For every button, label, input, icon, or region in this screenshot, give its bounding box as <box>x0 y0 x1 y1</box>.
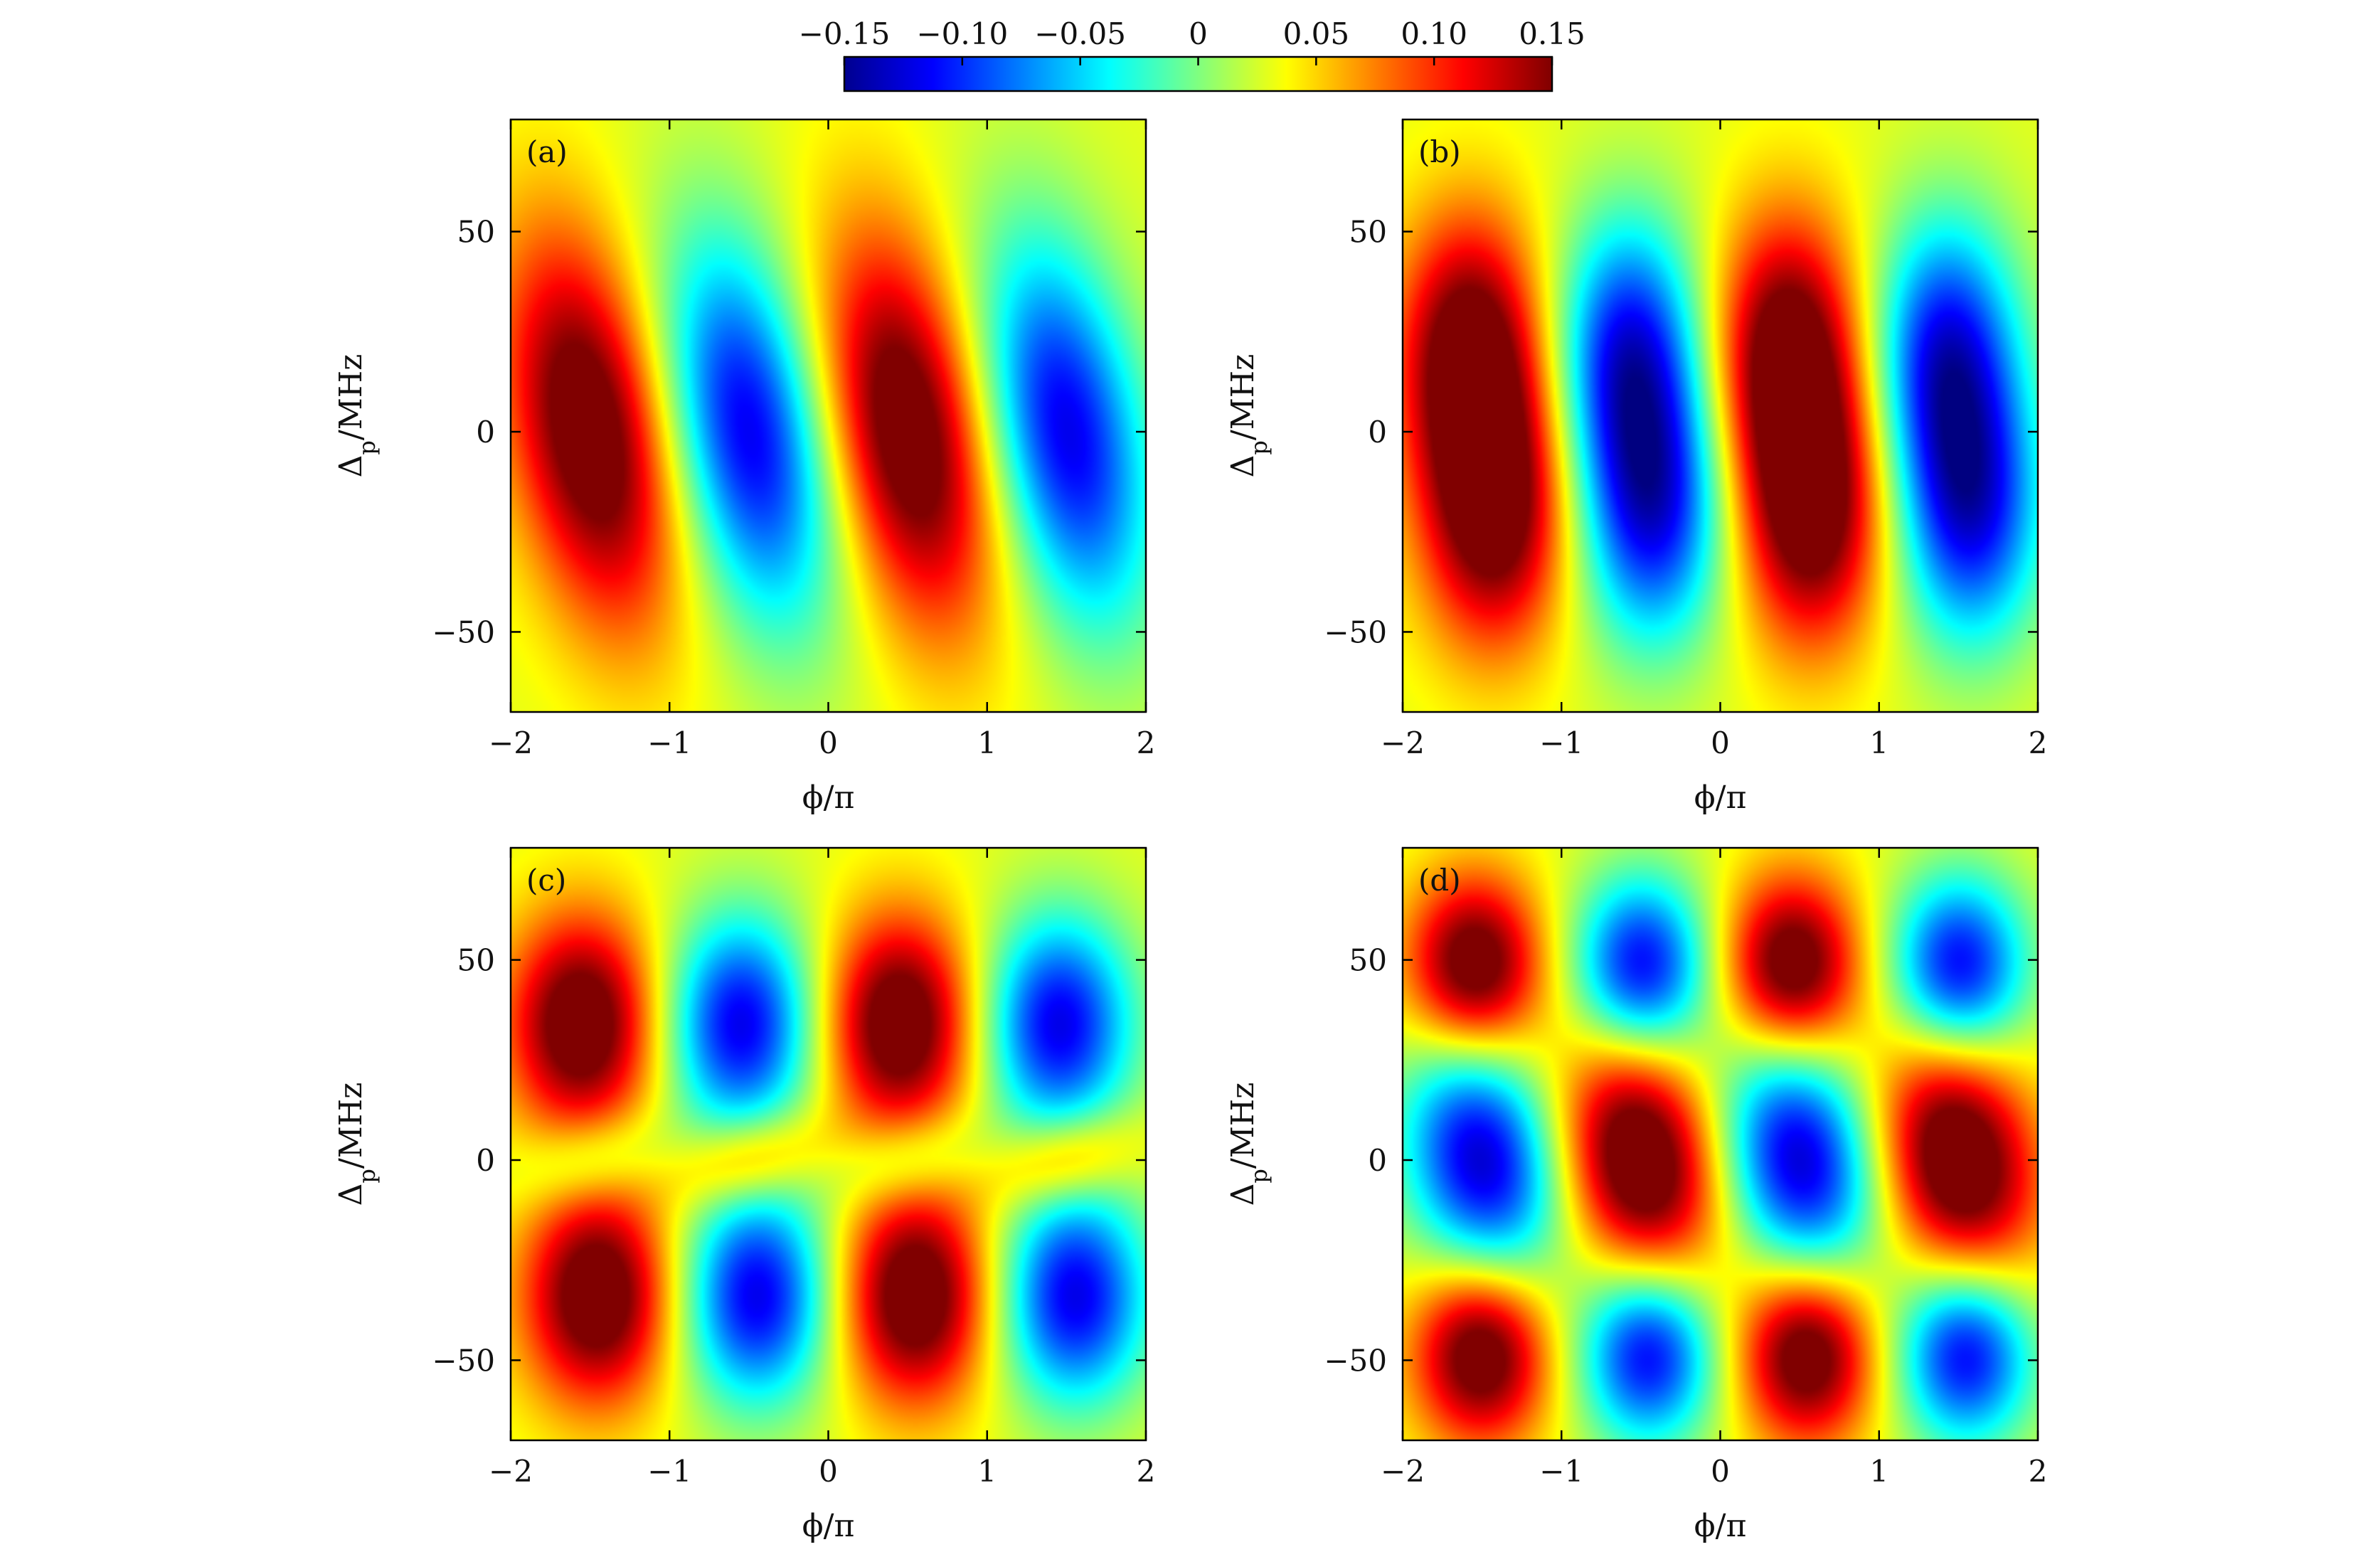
y-tick-label: 50 <box>1349 943 1387 978</box>
x-tick-label: −2 <box>1381 725 1425 760</box>
y-axis-label-unit: /MHz <box>1225 1083 1261 1169</box>
y-tick-label: −50 <box>1324 1343 1387 1378</box>
y-tick-label: 0 <box>476 415 495 450</box>
colorbar-tick-label: −0.10 <box>916 16 1008 51</box>
y-axis-label-main: Δ <box>1225 1184 1261 1206</box>
x-tick-label: 0 <box>819 725 838 760</box>
x-tick-label: −2 <box>489 725 533 760</box>
x-axis-label: ϕ/π <box>802 1508 855 1544</box>
y-axis-label-subscript: p <box>1245 1169 1273 1183</box>
x-axis-label: ϕ/π <box>1694 780 1747 816</box>
x-axis-label: ϕ/π <box>802 780 855 816</box>
y-tick-label: 50 <box>1349 215 1387 250</box>
heatmap-a <box>511 119 1146 712</box>
y-tick-label: 0 <box>1368 1143 1387 1178</box>
panel-tag: (c) <box>526 863 566 898</box>
y-axis-label-unit: /MHz <box>1225 354 1261 440</box>
x-tick-label: 0 <box>819 1454 838 1489</box>
x-tick-label: −1 <box>1539 1454 1583 1489</box>
x-tick-label: 1 <box>1869 725 1888 760</box>
y-axis-label: Δp/MHz <box>333 354 381 478</box>
x-tick-label: −1 <box>647 725 691 760</box>
panel-tag: (d) <box>1418 863 1461 898</box>
panel-d: −2 −1 0 1 2 50 0 −50 ϕ/π Δp/MHz (d) <box>1225 846 2048 1544</box>
y-axis-label-main: Δ <box>333 455 369 478</box>
y-axis-label-unit: /MHz <box>333 354 369 440</box>
x-tick-label: 2 <box>1137 725 1156 760</box>
y-axis-label-main: Δ <box>333 1184 369 1206</box>
y-axis-label-subscript: p <box>1245 440 1273 454</box>
x-tick-label: 0 <box>1711 1454 1730 1489</box>
y-tick-label: 0 <box>1368 415 1387 450</box>
y-axis-label-subscript: p <box>354 440 381 454</box>
y-tick-label: −50 <box>432 1343 495 1378</box>
x-tick-label: 1 <box>977 1454 997 1489</box>
x-tick-label: 1 <box>977 725 997 760</box>
heatmap-b <box>1403 119 2038 712</box>
y-axis-label: Δp/MHz <box>1225 1083 1273 1206</box>
x-tick-label: −2 <box>489 1454 533 1489</box>
x-tick-label: −1 <box>647 1454 691 1489</box>
y-tick-label: 0 <box>476 1143 495 1178</box>
panel-tag: (a) <box>526 134 568 169</box>
y-axis-label-main: Δ <box>1225 455 1261 478</box>
heatmap-d <box>1403 848 2038 1440</box>
panel-tag: (b) <box>1418 134 1461 169</box>
colorbar-tick-label: 0 <box>1189 16 1208 51</box>
colorbar-tick-label: −0.05 <box>1034 16 1126 51</box>
x-tick-label: −1 <box>1539 725 1583 760</box>
x-tick-label: 2 <box>1137 1454 1156 1489</box>
x-tick-label: −2 <box>1381 1454 1425 1489</box>
x-tick-label: 0 <box>1711 725 1730 760</box>
y-axis-label-unit: /MHz <box>333 1083 369 1169</box>
y-tick-label: 50 <box>457 943 495 978</box>
x-tick-label: 1 <box>1869 1454 1888 1489</box>
heatmap-c <box>511 848 1146 1440</box>
colorbar-tick-label: 0.15 <box>1519 16 1585 51</box>
y-axis-label: Δp/MHz <box>1225 354 1273 478</box>
panel-a: −2 −1 0 1 2 50 0 −50 ϕ/π Δp/MHz (a) <box>333 118 1156 816</box>
y-axis-label-subscript: p <box>354 1169 381 1183</box>
x-tick-label: 2 <box>2029 725 2048 760</box>
y-tick-label: −50 <box>432 615 495 649</box>
colorbar: −0.15 −0.10 −0.05 0 0.05 0.10 0.15 <box>799 16 1585 92</box>
panel-b: −2 −1 0 1 2 50 0 −50 ϕ/π Δp/MHz (b) <box>1225 118 2048 816</box>
y-tick-label: 50 <box>457 215 495 250</box>
y-tick-label: −50 <box>1324 615 1387 649</box>
panel-c: −2 −1 0 1 2 50 0 −50 ϕ/π Δp/MHz (c) <box>333 846 1156 1544</box>
colorbar-tick-label: 0.10 <box>1401 16 1467 51</box>
colorbar-tick-label: −0.15 <box>799 16 891 51</box>
y-axis-label: Δp/MHz <box>333 1083 381 1206</box>
x-tick-label: 2 <box>2029 1454 2048 1489</box>
x-axis-label: ϕ/π <box>1694 1508 1747 1544</box>
panels: −2 −1 0 1 2 50 0 −50 ϕ/π Δp/MHz (a) −2 −1 0 1 2 50 0 −50 ϕ/… <box>333 118 2048 1544</box>
colorbar-tick-label: 0.05 <box>1283 16 1350 51</box>
